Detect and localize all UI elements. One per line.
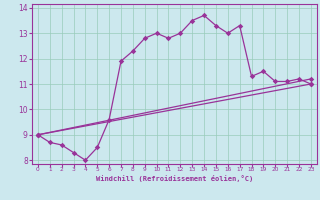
X-axis label: Windchill (Refroidissement éolien,°C): Windchill (Refroidissement éolien,°C): [96, 175, 253, 182]
